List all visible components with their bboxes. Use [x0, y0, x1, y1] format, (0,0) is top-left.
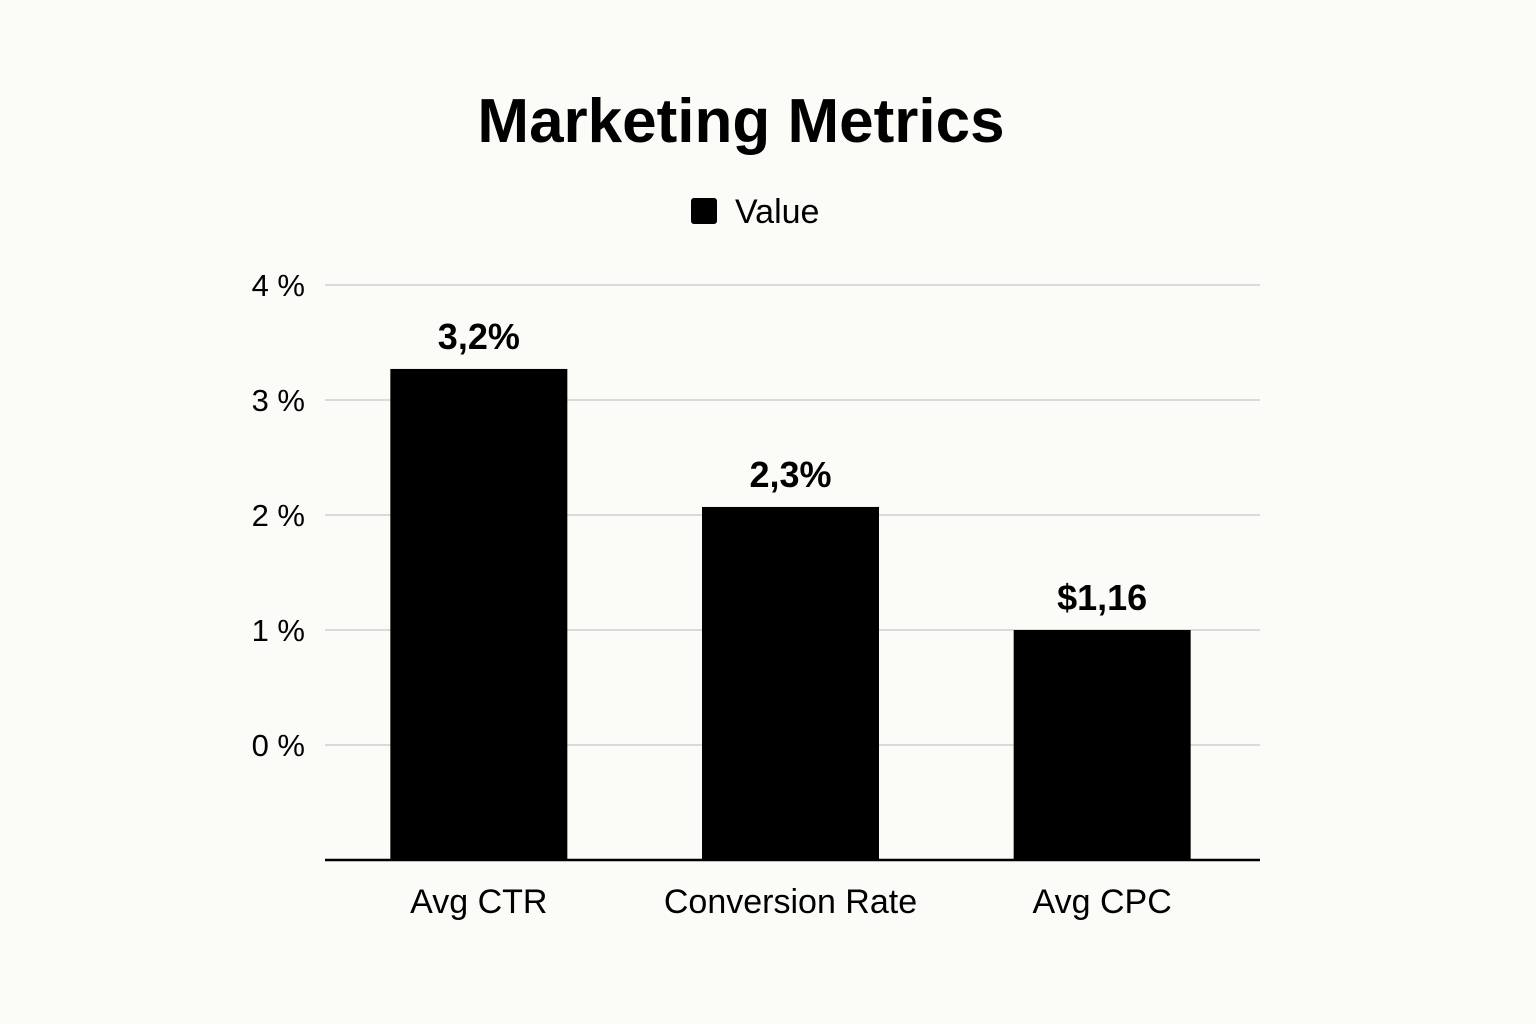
- y-tick-label: 2 %: [252, 498, 305, 533]
- legend: Value: [691, 193, 819, 231]
- legend-swatch: [691, 198, 717, 224]
- x-category-label: Conversion Rate: [664, 883, 917, 921]
- bars: [390, 368, 1191, 860]
- data-label: $1,16: [1057, 577, 1147, 618]
- data-label: 3,2%: [438, 316, 520, 357]
- x-axis-labels: Avg CTR Conversion Rate Avg CPC: [410, 883, 1172, 921]
- chart-title: Marketing Metrics: [477, 87, 1004, 156]
- x-category-label: Avg CPC: [1033, 883, 1172, 921]
- y-tick-label: 0 %: [252, 728, 305, 763]
- y-tick-label: 3 %: [252, 383, 305, 418]
- bar: [702, 506, 879, 860]
- y-tick-label: 4 %: [252, 268, 305, 303]
- bar: [1013, 630, 1191, 860]
- value-labels: 3,2% 2,3% $1,16: [438, 316, 1147, 618]
- y-tick-label: 1 %: [252, 613, 305, 648]
- bar: [390, 368, 568, 860]
- x-category-label: Avg CTR: [410, 883, 547, 921]
- data-label: 2,3%: [749, 454, 831, 495]
- legend-label: Value: [735, 193, 819, 231]
- y-axis-ticks: 0 % 1 % 2 % 3 % 4 %: [252, 268, 305, 763]
